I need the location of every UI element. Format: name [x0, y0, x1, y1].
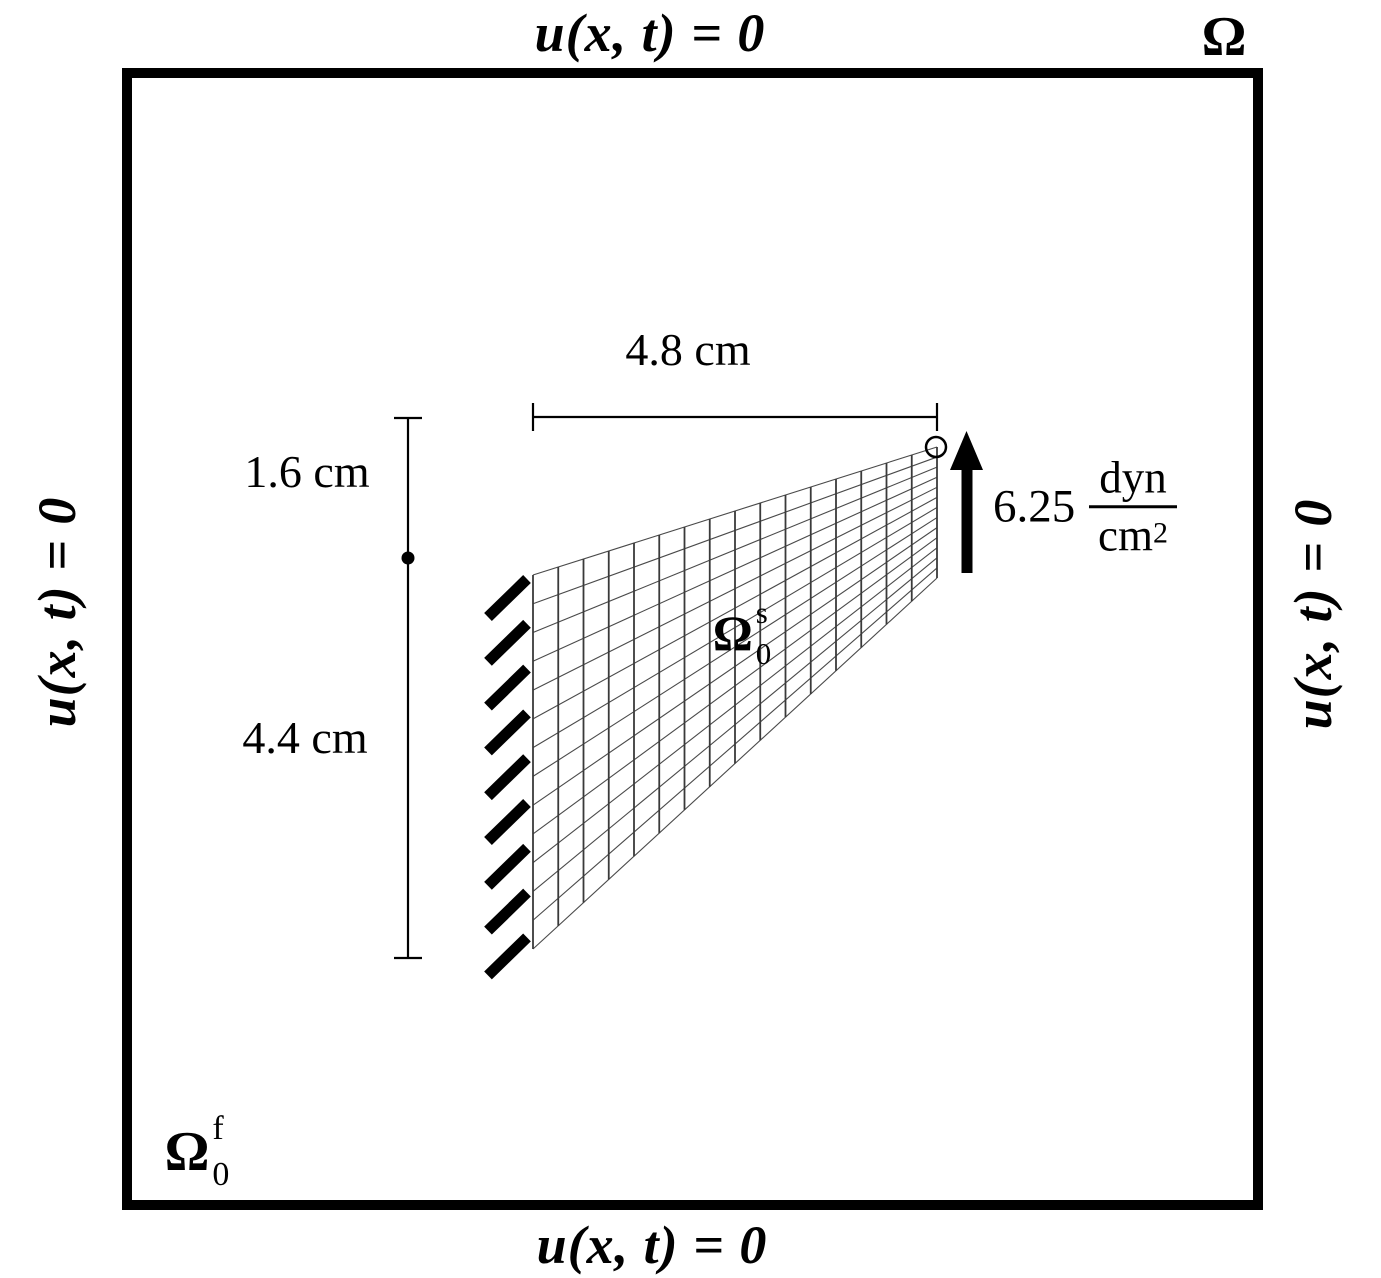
domain-omega-label: Ω: [1201, 6, 1247, 68]
dimension-split-dot: [401, 551, 415, 565]
boundary-label-left: u(x, t) = 0: [27, 496, 87, 728]
domain-boundary-square: [122, 68, 1263, 1210]
height-dimension-line: [394, 416, 422, 960]
fluid-omega-subscript: 0: [212, 1156, 230, 1193]
solid-mesh-grid: [532, 446, 938, 950]
fluid-omega-superscript: f: [212, 1110, 224, 1147]
load-unit-fraction: dyn cm2: [1089, 454, 1177, 560]
load-unit-denominator-exponent: 2: [1152, 516, 1168, 550]
width-dimension-label: 4.8 cm: [625, 324, 751, 375]
solid-omega-subscript: 0: [755, 636, 772, 671]
load-value: 6.25: [993, 480, 1076, 533]
load-unit-denominator-base: cm: [1098, 510, 1153, 561]
fraction-bar: [1089, 505, 1177, 509]
boundary-label-bottom: u(x, t) = 0: [536, 1215, 768, 1275]
solid-omega-base: Ω: [712, 605, 753, 661]
load-unit-numerator: dyn: [1099, 452, 1167, 503]
fixed-support-hatching: [484, 575, 531, 980]
fluid-domain-label: Ω f 0: [165, 1112, 230, 1192]
load-arrow-icon: [950, 431, 983, 573]
lower-height-dimension-label: 4.4 cm: [242, 712, 368, 763]
boundary-label-right: u(x, t) = 0: [1283, 498, 1343, 730]
fluid-omega-base: Ω: [164, 1121, 210, 1183]
solid-omega-superscript: s: [755, 595, 768, 630]
solid-domain-label: Ω s 0: [713, 597, 772, 669]
load-label: 6.25 dyn cm2: [993, 454, 1177, 560]
boundary-label-top: u(x, t) = 0: [534, 3, 766, 63]
upper-height-dimension-label: 1.6 cm: [244, 446, 370, 497]
tip-circle-marker: [924, 435, 948, 459]
load-unit-denominator: cm2: [1098, 509, 1168, 560]
width-dimension-line: [531, 403, 939, 431]
